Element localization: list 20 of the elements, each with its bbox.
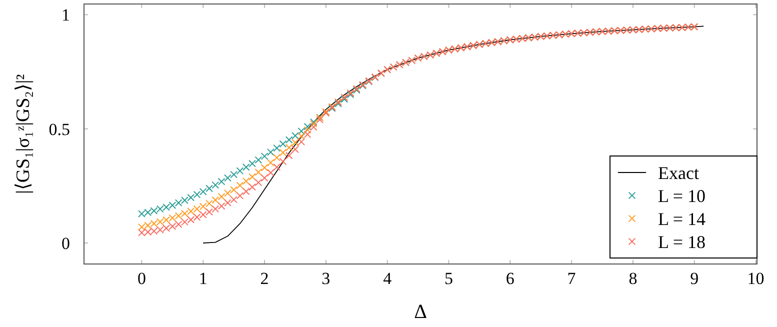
y-tick-label: 1 <box>62 6 70 25</box>
x-tick-label: 1 <box>198 269 208 288</box>
x-tick-label: 4 <box>383 269 392 288</box>
x-axis-title: Δ <box>414 301 428 323</box>
legend-label: L = 18 <box>658 232 706 252</box>
x-tick-label: 5 <box>444 269 453 288</box>
x-tick-label: 6 <box>506 269 514 288</box>
x-tick-label: 8 <box>628 269 638 288</box>
x-tick-label: 2 <box>260 269 269 288</box>
x-tick-label: 3 <box>322 269 330 288</box>
x-tick-label: 7 <box>567 269 576 288</box>
x-tick-label: 10 <box>747 269 764 288</box>
x-tick-label: 9 <box>690 269 699 288</box>
legend-label: Exact <box>658 162 699 183</box>
x-tick-label: 0 <box>137 269 146 288</box>
y-axis-title: |⟨GS₁|σ₁ᶻ|GS₂⟩|² <box>13 74 34 194</box>
y-tick-label: 0 <box>62 234 70 253</box>
y-tick-label: 0.5 <box>48 120 70 139</box>
legend-label: L = 14 <box>658 208 706 229</box>
legend-label: L = 10 <box>658 186 706 206</box>
